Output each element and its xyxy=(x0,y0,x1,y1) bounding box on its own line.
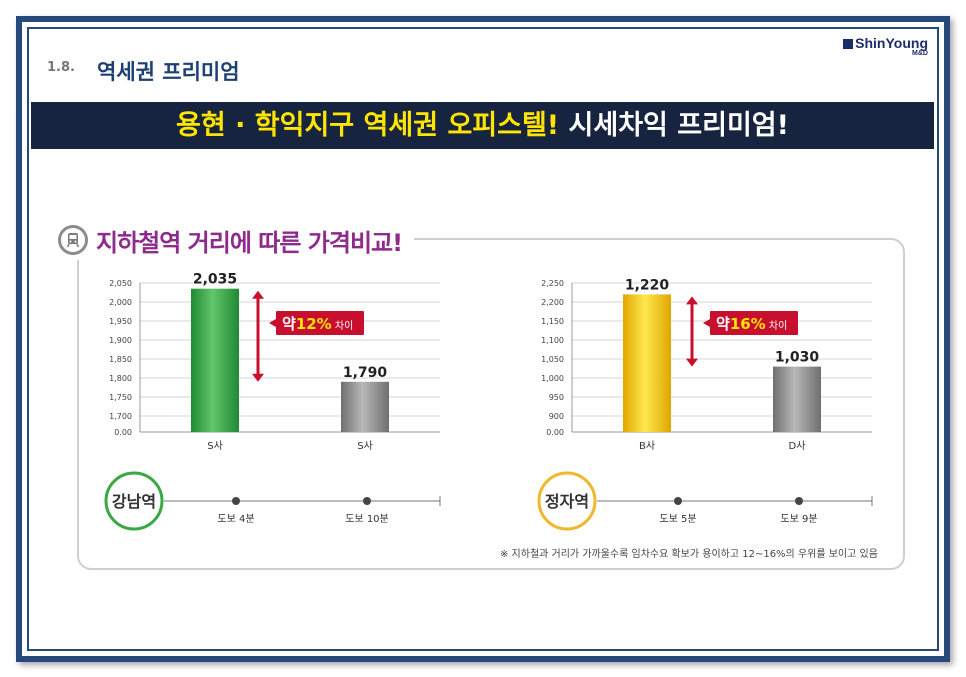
difference-label: 약16% 차이 xyxy=(716,315,787,333)
section-number: 1.8. xyxy=(47,60,75,75)
train-icon xyxy=(58,225,88,255)
y-tick-label: 1,750 xyxy=(109,393,132,402)
x-tick-label: S사 xyxy=(207,440,223,452)
y-tick-label: 1,800 xyxy=(109,374,132,383)
logo-sub: M&D xyxy=(912,50,928,57)
y-tick-label: 1,950 xyxy=(109,317,132,326)
y-tick-label: 1,700 xyxy=(109,412,132,421)
station-name: 강남역 xyxy=(112,492,156,511)
distance-dot xyxy=(363,497,371,505)
y-tick-label: 0.00 xyxy=(546,428,564,437)
company-logo: ShinYoung M&D xyxy=(836,36,928,58)
distance-dot xyxy=(795,497,803,505)
badge-pointer xyxy=(269,319,276,327)
page-title: 역세권 프리미엄 xyxy=(97,60,240,84)
distance-label: 도보 9분 xyxy=(780,513,817,525)
data-label: 1,030 xyxy=(775,350,820,366)
arrow-up-icon xyxy=(252,290,264,299)
y-tick-label: 950 xyxy=(549,393,564,402)
data-label: 2,035 xyxy=(193,272,237,288)
y-tick-label: 2,000 xyxy=(109,298,132,307)
y-tick-label: 0.00 xyxy=(114,428,132,437)
y-tick-label: 1,850 xyxy=(109,355,132,364)
x-tick-label: S사 xyxy=(357,440,373,452)
distance-label: 도보 4분 xyxy=(217,513,254,525)
arrow-up-icon xyxy=(686,296,698,305)
data-label: 1,790 xyxy=(343,365,388,381)
panel-title: 지하철역 거리에 따른 가격비교! xyxy=(96,228,403,257)
y-tick-label: 1,900 xyxy=(109,336,132,345)
y-tick-label: 2,050 xyxy=(109,279,132,288)
distance-dot xyxy=(232,497,240,505)
distance-label: 도보 5분 xyxy=(659,513,696,525)
bar xyxy=(773,366,821,432)
y-tick-label: 2,250 xyxy=(541,279,564,288)
station-circle xyxy=(104,471,164,531)
y-tick-label: 1,100 xyxy=(541,336,564,345)
data-label: 1,220 xyxy=(625,277,670,293)
distance-label: 도보 10분 xyxy=(345,513,389,525)
banner-highlight: 용현 · 학익지구 역세권 오피스텔! xyxy=(176,110,560,141)
distance-dot xyxy=(674,497,682,505)
logo-mark-icon xyxy=(843,39,854,49)
badge-pointer xyxy=(703,319,710,327)
arrow-down-icon xyxy=(252,373,264,382)
bar xyxy=(623,294,671,432)
difference-badge xyxy=(276,311,364,335)
footnote: ※ 지하철과 거리가 가까울수록 임차수요 확보가 용이하고 12~16%의 우… xyxy=(500,549,878,560)
arrow-down-icon xyxy=(686,358,698,367)
y-tick-label: 1,000 xyxy=(541,374,564,383)
headline-banner: 용현 · 학익지구 역세권 오피스텔! 시세차익 프리미엄! xyxy=(31,102,934,149)
logo-name: ShinYoung xyxy=(855,35,928,51)
bar xyxy=(191,288,239,432)
x-tick-label: D사 xyxy=(789,440,806,452)
y-tick-label: 900 xyxy=(549,412,564,421)
difference-label: 약12% 차이 xyxy=(282,315,353,333)
station-name: 정자역 xyxy=(545,492,589,511)
difference-badge xyxy=(710,311,798,335)
station-circle xyxy=(537,471,597,531)
inner-frame xyxy=(27,27,939,651)
y-tick-label: 1,150 xyxy=(541,317,564,326)
bar xyxy=(341,381,389,432)
panel-header: 지하철역 거리에 따른 가격비교! xyxy=(58,220,415,260)
banner-rest: 시세차익 프리미엄! xyxy=(559,110,789,141)
x-tick-label: B사 xyxy=(639,440,655,452)
y-tick-label: 1,050 xyxy=(541,355,564,364)
y-tick-label: 2,200 xyxy=(541,298,564,307)
